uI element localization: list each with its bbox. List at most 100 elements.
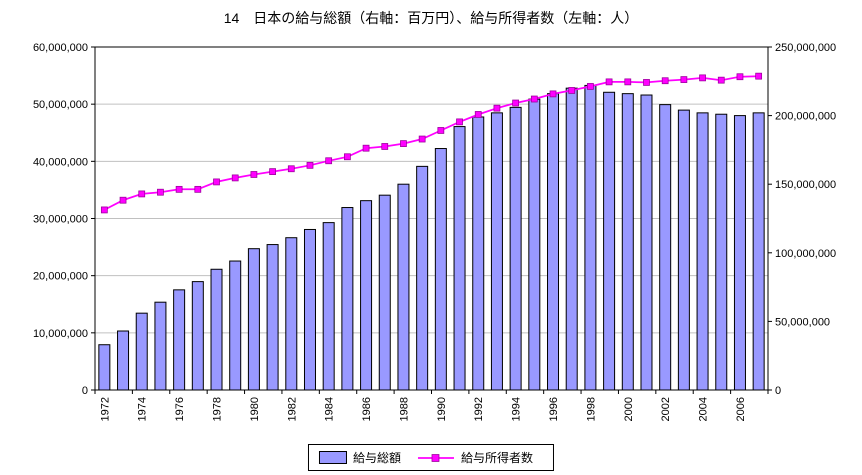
- x-axis-label: 1988: [399, 397, 411, 421]
- line-marker-1989: [418, 135, 426, 143]
- legend-line-marker: [431, 453, 440, 462]
- line-marker-1985: [344, 153, 351, 161]
- x-axis-label: 1974: [137, 397, 149, 421]
- x-axis-label: 1996: [548, 397, 560, 421]
- x-axis-label: 1980: [249, 397, 261, 421]
- bar-1999: [603, 91, 616, 391]
- left-axis-label: 20,000,000: [33, 271, 88, 283]
- bar-2000: [621, 93, 634, 391]
- bar-1989: [416, 165, 429, 391]
- chart-plot: 0 10,000,000 20,000,000 30,000,000 40,000,00…: [33, 42, 836, 421]
- line-marker-2004: [699, 74, 706, 82]
- x-axis-label: 1990: [436, 397, 448, 421]
- line-marker-1997: [568, 87, 576, 94]
- bar-1988: [397, 183, 410, 391]
- line-marker-2005: [717, 76, 725, 84]
- right-axis-label: 0: [775, 385, 781, 397]
- line-marker-1980: [250, 171, 258, 178]
- line-marker-1975: [157, 188, 164, 196]
- line-marker-1991: [456, 118, 463, 126]
- bar-1975: [154, 301, 167, 391]
- line-marker-2006: [736, 73, 744, 81]
- line-marker-2003: [680, 76, 688, 83]
- line-marker-2007: [755, 72, 763, 80]
- bar-1983: [303, 228, 316, 391]
- x-axis-label: 1998: [585, 397, 597, 421]
- bar-1994: [509, 106, 522, 391]
- left-axis-label: 10,000,000: [33, 328, 88, 340]
- bar-1985: [341, 207, 354, 391]
- right-axis-label: 100,000,000: [775, 248, 836, 260]
- line-marker-1981: [269, 168, 276, 175]
- bar-1973: [117, 330, 130, 391]
- bar-1977: [191, 281, 204, 391]
- legend-line-label: 給与所得者数: [461, 451, 534, 465]
- line-marker-1972: [100, 206, 108, 214]
- x-axis-label: 2006: [735, 397, 747, 421]
- line-marker-1994: [512, 99, 519, 107]
- bar-1997: [565, 87, 578, 391]
- x-axis-label: 1976: [174, 397, 186, 421]
- line-marker-1995: [530, 95, 538, 103]
- line-marker-1990: [437, 127, 445, 134]
- legend-line-swatch: [418, 453, 454, 462]
- line-marker-2000: [624, 78, 632, 86]
- bar-2006: [733, 115, 746, 391]
- bar-2004: [696, 112, 709, 391]
- bar-1976: [173, 289, 186, 391]
- x-axis-label: 1984: [324, 397, 336, 421]
- x-axis-label: 1972: [99, 397, 111, 421]
- line-marker-1993: [493, 104, 501, 112]
- x-axis-label: 2004: [698, 397, 710, 421]
- right-axis-label: 150,000,000: [775, 179, 836, 191]
- line-marker-1986: [362, 144, 370, 152]
- line-marker-1984: [325, 157, 333, 165]
- bar-2005: [715, 113, 728, 391]
- right-axis-label: 200,000,000: [775, 111, 836, 123]
- line-marker-1998: [587, 83, 594, 90]
- bar-2003: [677, 109, 690, 391]
- bar-1986: [360, 200, 373, 391]
- line-marker-1976: [175, 185, 183, 193]
- bar-2007: [752, 112, 765, 391]
- legend-bar-swatch: [318, 451, 347, 464]
- bar-1991: [453, 126, 466, 391]
- bar-1998: [584, 84, 597, 391]
- bar-1978: [210, 268, 223, 391]
- chart-legend: 給与総額 給与所得者数: [307, 444, 555, 471]
- line-marker-1987: [381, 143, 389, 150]
- left-axis-label: 0: [82, 385, 88, 397]
- bar-1980: [247, 248, 260, 391]
- line-marker-1973: [119, 196, 127, 204]
- line-marker-1983: [306, 161, 314, 169]
- bar-2002: [659, 104, 672, 391]
- line-marker-1996: [549, 90, 557, 98]
- bar-1996: [547, 93, 560, 391]
- bar-1979: [229, 260, 242, 391]
- line-marker-1982: [287, 165, 295, 173]
- left-axis-label: 50,000,000: [33, 99, 88, 111]
- x-axis-label: 1982: [286, 397, 298, 421]
- bar-1995: [528, 98, 541, 391]
- chart-title: 14 日本の給与総額（右軸：百万円）、給与所得者数（左軸：人）: [223, 10, 639, 26]
- x-axis-label: 1992: [473, 397, 485, 421]
- right-axis-label: 250,000,000: [775, 42, 836, 54]
- bar-1992: [472, 116, 485, 391]
- line-marker-1992: [474, 111, 482, 118]
- x-axis-label: 1994: [511, 397, 523, 421]
- line-marker-2001: [643, 79, 650, 86]
- x-axis-label: 1986: [361, 397, 373, 421]
- bar-1972: [98, 344, 111, 391]
- bar-1974: [135, 312, 148, 391]
- left-axis-label: 40,000,000: [33, 156, 88, 168]
- x-axis-label: 2002: [660, 397, 672, 421]
- line-marker-1974: [138, 190, 146, 198]
- line-marker-1999: [605, 78, 613, 86]
- left-axis-label: 30,000,000: [33, 214, 88, 226]
- bar-1981: [266, 244, 279, 391]
- bar-1982: [285, 237, 298, 391]
- bar-1993: [490, 112, 503, 391]
- line-marker-1978: [213, 178, 220, 186]
- x-axis-label: 1978: [212, 397, 224, 421]
